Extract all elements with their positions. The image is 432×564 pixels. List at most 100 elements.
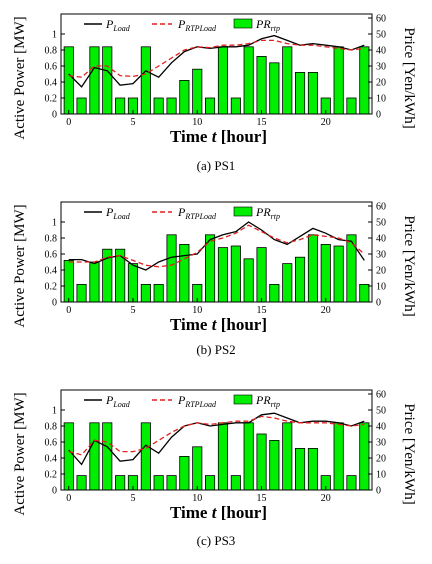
legend-label-p-rtpload: PRTPLoad — [177, 393, 217, 409]
y-left-tick-label: 1 — [52, 218, 57, 229]
bar-pr-rtp — [217, 422, 229, 491]
bar-pr-rtp — [359, 283, 370, 303]
y-left-tick-label: 0.4 — [45, 454, 58, 465]
x-tick-label: 15 — [256, 117, 266, 128]
bar-pr-rtp — [76, 283, 87, 303]
y-left-tick-label: 0.8 — [45, 46, 58, 57]
y-right-tick-label: 0 — [376, 110, 381, 121]
y-right-tick-label: 60 — [376, 390, 386, 401]
bar-pr-rtp — [269, 62, 280, 115]
legend-swatch-pr-rtp — [233, 18, 253, 29]
bar-pr-rtp — [140, 422, 151, 491]
y-right-tick-label: 0 — [376, 298, 381, 309]
legend-label-pr-rtp: PRrtp — [255, 205, 280, 221]
bar-pr-rtp — [243, 422, 254, 491]
bar-pr-rtp — [63, 422, 74, 491]
bar-pr-rtp — [166, 475, 177, 491]
legend-label-pr-rtp: PRrtp — [255, 393, 280, 409]
bar-pr-rtp — [217, 46, 229, 115]
y-left-tick-label: 0.8 — [45, 422, 58, 433]
y-right-tick-label: 60 — [376, 202, 386, 213]
x-tick-label: 10 — [192, 493, 202, 504]
bar-pr-rtp — [102, 46, 113, 115]
y-left-tick-label: 0.2 — [45, 282, 58, 293]
x-axis-label-var: t — [212, 315, 218, 334]
y-left-axis-label: Active Power [MW] — [12, 392, 28, 515]
bar-pr-rtp — [294, 256, 306, 303]
x-tick-label: 15 — [256, 305, 266, 316]
line-p-rtpload — [68, 415, 365, 456]
bar-pr-rtp — [153, 475, 164, 491]
y-left-tick-label: 0.2 — [45, 470, 58, 481]
line-p-load — [68, 34, 365, 88]
bar-pr-rtp — [179, 455, 190, 491]
bar-pr-rtp — [166, 234, 177, 303]
bar-pr-rtp — [140, 283, 151, 303]
x-axis-label: Time t [hour] — [170, 503, 267, 522]
legend-label-p-load: PLoad — [105, 17, 131, 33]
y-right-tick-label: 30 — [376, 438, 386, 449]
bar-pr-rtp — [102, 422, 113, 491]
y-right-tick-label: 60 — [376, 14, 386, 25]
legend-label-p-rtpload: PRTPLoad — [177, 205, 217, 221]
bar-pr-rtp — [204, 475, 216, 491]
x-axis-label: Time t [hour] — [170, 127, 267, 146]
bar-pr-rtp — [346, 97, 357, 115]
bar-pr-rtp — [230, 97, 241, 115]
bar-pr-rtp — [204, 97, 216, 115]
x-tick-label: 0 — [66, 117, 71, 128]
legend-swatch-pr-rtp — [233, 394, 253, 405]
panel-caption: (a) PS1 — [197, 158, 236, 173]
y-right-tick-label: 0 — [376, 486, 381, 497]
bar-pr-rtp — [230, 475, 241, 491]
bar-pr-rtp — [333, 245, 344, 303]
bar-pr-rtp — [346, 475, 357, 491]
bar-pr-rtp — [89, 422, 100, 491]
bar-pr-rtp — [230, 245, 241, 303]
bar-pr-rtp — [307, 447, 318, 491]
x-axis-label-unit: [hour] — [216, 315, 267, 334]
y-right-tick-label: 50 — [376, 406, 386, 417]
bar-pr-rtp — [282, 422, 293, 491]
bar-pr-rtp — [243, 258, 254, 303]
x-tick-label: 5 — [130, 493, 135, 504]
bar-pr-rtp — [179, 243, 190, 303]
x-tick-label: 15 — [256, 493, 266, 504]
x-tick-label: 20 — [321, 493, 331, 504]
y-right-tick-label: 40 — [376, 46, 386, 57]
x-tick-label: 20 — [321, 305, 331, 316]
bar-pr-rtp — [127, 263, 139, 303]
legend-label-pr-rtp: PRrtp — [255, 17, 280, 33]
x-axis-label-unit: [hour] — [216, 503, 267, 522]
bar-pr-rtp — [282, 263, 293, 303]
legend-label-p-load: PLoad — [105, 393, 131, 409]
y-left-tick-label: 1 — [52, 406, 57, 417]
y-left-tick-label: 0.6 — [45, 62, 58, 73]
bar-pr-rtp — [89, 261, 100, 303]
y-right-tick-label: 40 — [376, 234, 386, 245]
bar-pr-rtp — [269, 439, 280, 491]
x-tick-label: 20 — [321, 117, 331, 128]
legend-label-p-load: PLoad — [105, 205, 131, 221]
panel-caption: (c) PS3 — [197, 533, 236, 548]
y-left-tick-label: 0 — [52, 110, 57, 121]
plot-frame — [60, 389, 373, 491]
bar-pr-rtp — [359, 46, 370, 115]
y-right-tick-label: 10 — [376, 282, 386, 293]
bar-pr-rtp — [256, 56, 267, 115]
x-tick-label: 5 — [130, 305, 135, 316]
y-left-tick-label: 1 — [52, 30, 57, 41]
bar-pr-rtp — [89, 46, 100, 115]
y-right-axis-label: Price [Yen/kWh] — [401, 215, 417, 316]
y-left-tick-label: 0.8 — [45, 234, 58, 245]
bar-pr-rtp — [115, 248, 126, 303]
plot-frame — [60, 13, 373, 115]
bar-pr-rtp — [333, 46, 344, 115]
y-left-tick-label: 0.2 — [45, 94, 58, 105]
y-left-axis-label: Active Power [MW] — [12, 204, 28, 327]
